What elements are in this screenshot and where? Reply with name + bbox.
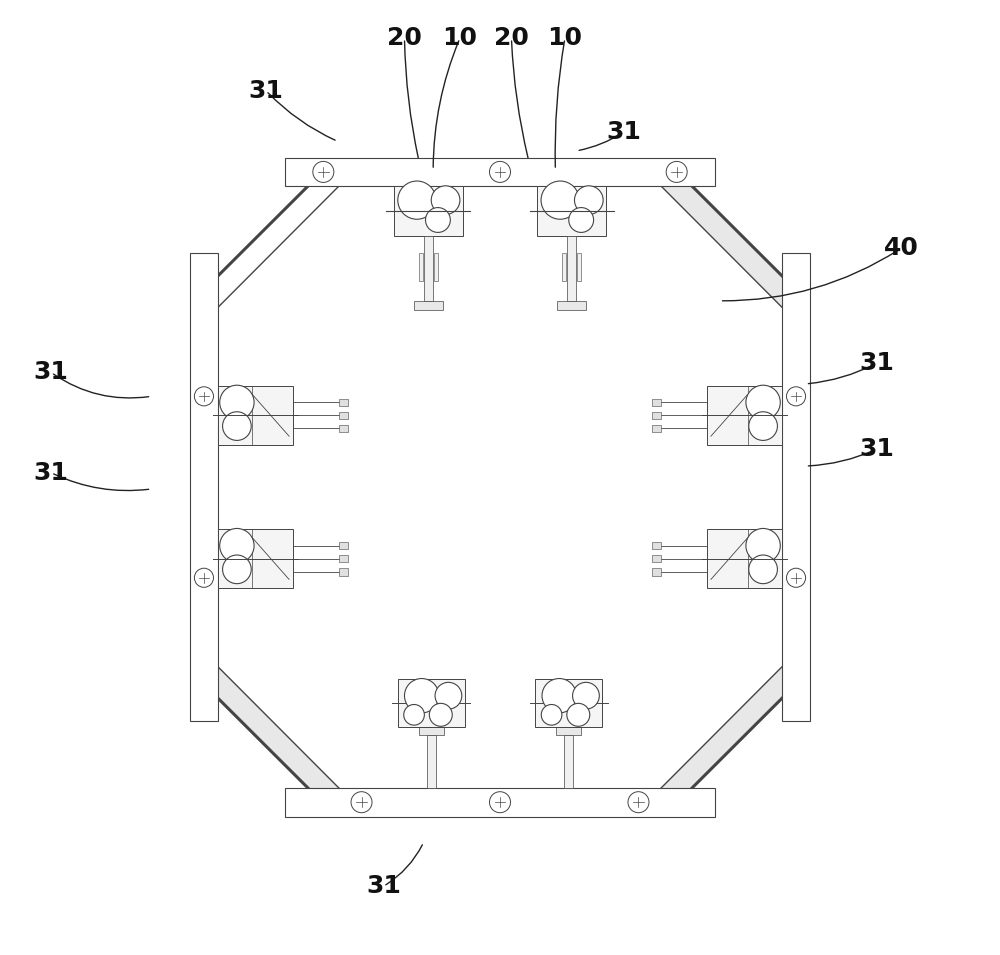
Bar (339, 398, 348, 406)
Text: 10: 10 (442, 26, 477, 51)
Polygon shape (194, 161, 806, 813)
Circle shape (749, 555, 777, 584)
Circle shape (398, 181, 436, 220)
Bar (652, 568, 661, 576)
Circle shape (574, 186, 603, 215)
Bar (285, 788, 715, 817)
Circle shape (404, 679, 439, 712)
Bar (414, 301, 443, 310)
Circle shape (426, 207, 450, 232)
Circle shape (404, 705, 424, 725)
Text: 10: 10 (547, 26, 582, 51)
Bar (652, 555, 661, 562)
Text: 31: 31 (860, 436, 895, 461)
Bar (339, 568, 348, 576)
Circle shape (786, 387, 806, 406)
Bar (339, 541, 348, 549)
Bar (707, 529, 782, 588)
Circle shape (666, 161, 687, 182)
Bar (537, 186, 606, 236)
Bar (419, 253, 423, 282)
Text: 31: 31 (860, 350, 895, 375)
Circle shape (569, 207, 594, 232)
Text: 31: 31 (607, 119, 642, 144)
Bar (652, 425, 661, 433)
Bar (577, 253, 581, 282)
Bar (427, 735, 436, 788)
Bar (218, 529, 293, 588)
Circle shape (194, 387, 214, 406)
Text: 31: 31 (34, 460, 69, 485)
Bar (535, 679, 602, 727)
Bar (557, 301, 586, 310)
Bar (707, 386, 782, 445)
Bar (652, 398, 661, 406)
Circle shape (746, 528, 780, 562)
Circle shape (435, 683, 462, 710)
Bar (339, 555, 348, 562)
Circle shape (541, 181, 579, 220)
Bar (556, 727, 581, 735)
Text: 31: 31 (34, 360, 69, 385)
Bar (782, 253, 810, 721)
Circle shape (313, 161, 334, 182)
Bar (419, 727, 444, 735)
Circle shape (542, 679, 576, 712)
Bar (562, 253, 566, 282)
Bar (564, 735, 573, 788)
Text: 20: 20 (494, 26, 529, 51)
Circle shape (431, 186, 460, 215)
Circle shape (220, 528, 254, 562)
Bar (652, 412, 661, 419)
Circle shape (489, 161, 511, 182)
Bar (285, 158, 715, 186)
Text: 31: 31 (249, 78, 283, 103)
Circle shape (489, 792, 511, 813)
Text: 20: 20 (387, 26, 422, 51)
Bar (218, 386, 293, 445)
Bar (567, 236, 576, 301)
Bar (394, 186, 463, 236)
Circle shape (749, 412, 777, 440)
Circle shape (220, 385, 254, 419)
Circle shape (223, 412, 251, 440)
Circle shape (223, 555, 251, 584)
Circle shape (628, 792, 649, 813)
Bar (339, 425, 348, 433)
Circle shape (541, 705, 562, 725)
Circle shape (194, 568, 214, 587)
Bar (398, 679, 465, 727)
Bar (652, 541, 661, 549)
Text: 40: 40 (884, 236, 919, 261)
Circle shape (567, 703, 590, 726)
Bar (424, 236, 433, 301)
Bar (434, 253, 438, 282)
Circle shape (429, 703, 452, 726)
Circle shape (573, 683, 599, 710)
Circle shape (351, 792, 372, 813)
Circle shape (746, 385, 780, 419)
Bar (190, 253, 218, 721)
Circle shape (786, 568, 806, 587)
Bar (339, 412, 348, 419)
Text: 31: 31 (366, 874, 401, 899)
